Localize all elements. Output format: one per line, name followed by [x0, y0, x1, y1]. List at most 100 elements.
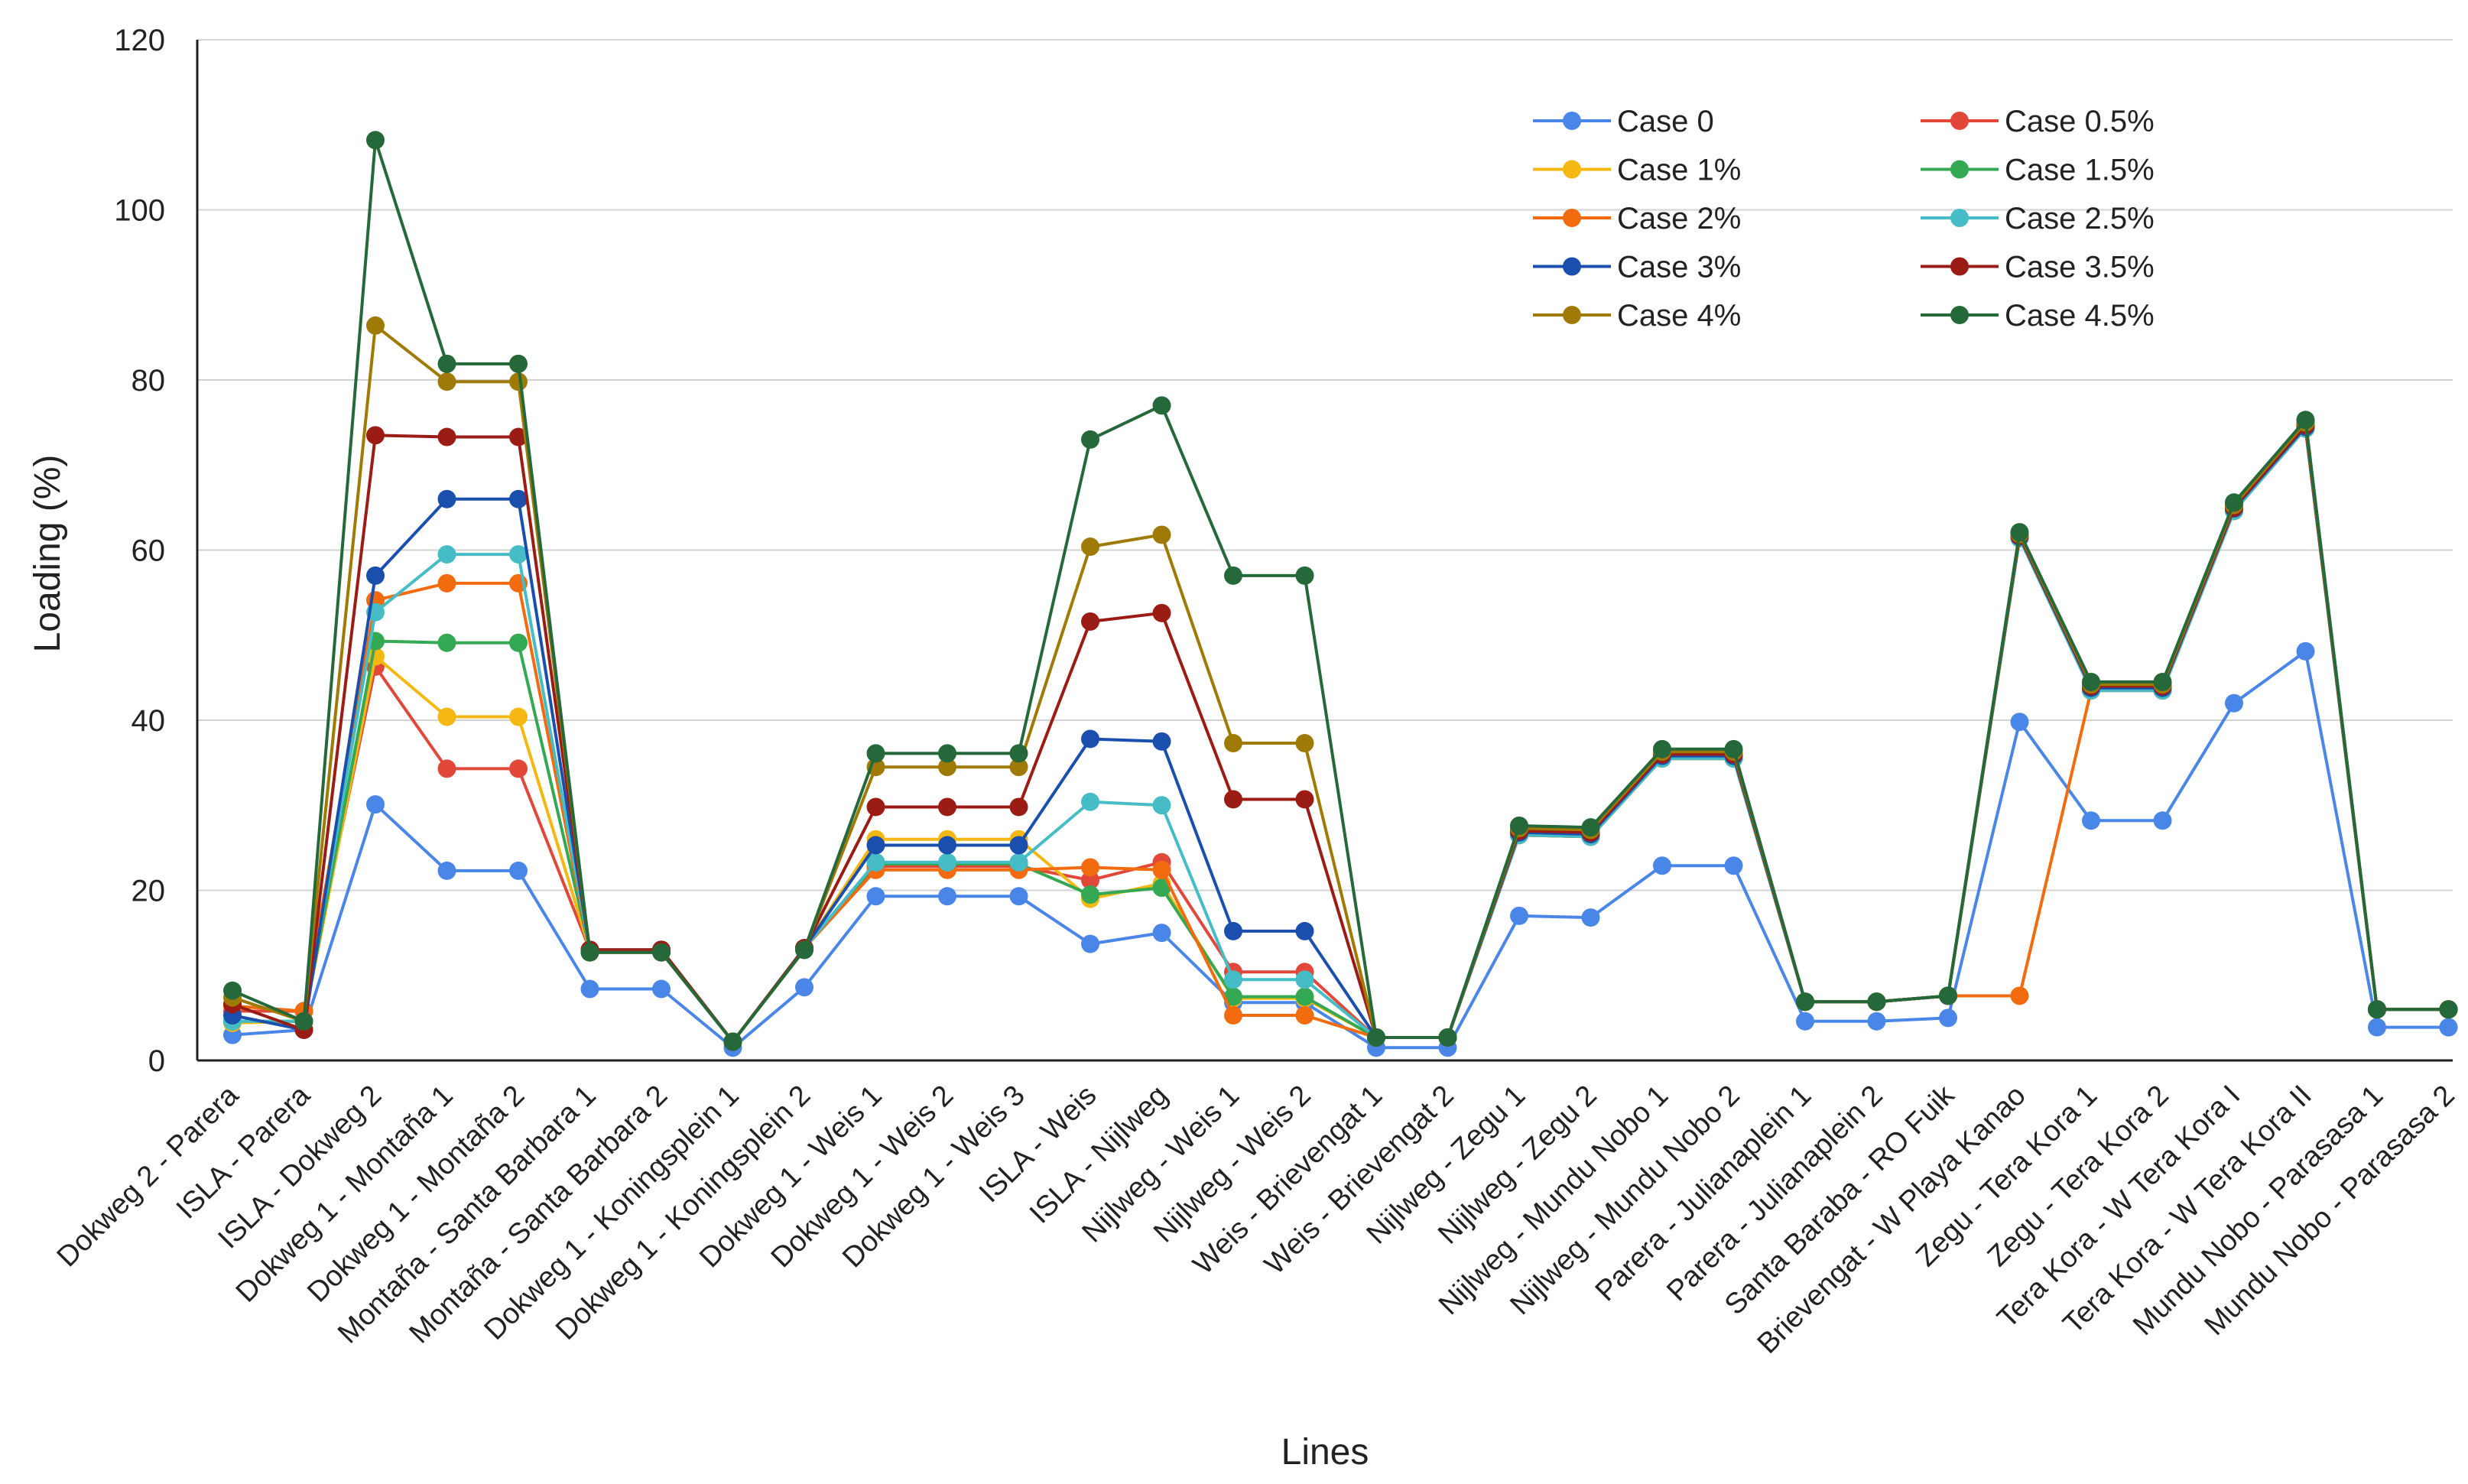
y-tick-label: 20: [132, 875, 166, 908]
data-point: [580, 979, 599, 999]
data-point: [1939, 986, 1957, 1005]
legend-item: Case 3.5%: [1921, 251, 2155, 284]
data-point: [652, 979, 671, 999]
data-point: [1081, 871, 1099, 890]
data-point: [1581, 818, 1600, 837]
data-point: [366, 316, 385, 335]
data-point: [1009, 758, 1028, 777]
data-point: [437, 707, 456, 726]
data-point: [1152, 878, 1171, 898]
data-point: [509, 861, 528, 880]
legend: Case 0 Case 0.5% Case 1% Case 1.5% Case 2% Ca…: [1533, 105, 2155, 333]
legend-label: Case 4%: [1617, 299, 1741, 333]
axes: [196, 40, 2453, 1062]
data-point: [223, 981, 242, 1000]
data-point: [509, 633, 528, 652]
data-point: [509, 489, 528, 508]
data-point: [1510, 816, 1528, 835]
series-9: [223, 131, 2458, 1051]
y-axis-title: Loading (%): [28, 455, 68, 653]
data-point: [1081, 612, 1099, 631]
data-point: [1081, 885, 1099, 904]
data-point: [2368, 1000, 2386, 1019]
data-point: [652, 943, 671, 962]
data-point: [1867, 1012, 1886, 1031]
data-point: [1724, 739, 1743, 758]
y-tick-label: 120: [114, 24, 165, 57]
data-point: [1796, 992, 1814, 1012]
data-point: [1224, 987, 1242, 1006]
data-point: [1081, 729, 1099, 748]
legend-swatch-marker: [1950, 306, 1969, 324]
data-point: [1224, 790, 1242, 809]
legend-swatch-marker: [1563, 112, 1581, 130]
legend-label: Case 1%: [1617, 154, 1741, 187]
data-point: [1224, 921, 1242, 940]
data-point: [866, 887, 885, 906]
y-tick-labels: 0 20 40 60 80 100 120: [114, 24, 165, 1078]
data-point: [938, 887, 956, 906]
legend-swatch-marker: [1950, 112, 1969, 130]
data-point: [1009, 887, 1028, 906]
data-point: [437, 545, 456, 564]
legend-item: Case 3%: [1533, 251, 1741, 284]
data-point: [1939, 1008, 1957, 1028]
data-point: [1724, 856, 1743, 875]
legend-item: Case 0.5%: [1921, 105, 2155, 138]
data-point: [2082, 811, 2100, 830]
data-point: [938, 758, 956, 777]
data-point: [1152, 525, 1171, 544]
data-point: [866, 836, 885, 855]
data-point: [938, 852, 956, 872]
data-point: [509, 545, 528, 564]
data-point: [509, 427, 528, 446]
data-point: [1224, 970, 1242, 989]
data-point: [294, 1012, 313, 1031]
y-tick-label: 60: [132, 534, 166, 568]
legend-item: Case 2%: [1533, 202, 1741, 235]
data-point: [795, 940, 813, 960]
data-point: [1009, 744, 1028, 763]
data-point: [1081, 858, 1099, 877]
legend-item: Case 2.5%: [1921, 202, 2155, 235]
data-point: [1295, 970, 1314, 989]
legend-swatch-marker: [1563, 209, 1581, 227]
data-point: [1152, 924, 1171, 943]
data-point: [1081, 430, 1099, 449]
data-point: [1295, 921, 1314, 940]
data-point: [2010, 713, 2029, 732]
data-point: [509, 759, 528, 778]
data-point: [366, 131, 385, 150]
data-point: [1081, 792, 1099, 811]
data-point: [1152, 860, 1171, 879]
legend-swatch-marker: [1563, 306, 1581, 324]
data-point: [1152, 603, 1171, 622]
data-point: [723, 1032, 742, 1051]
data-point: [1438, 1028, 1457, 1047]
series-lines: [223, 131, 2458, 1057]
data-point: [509, 372, 528, 391]
legend-label: Case 2%: [1617, 202, 1741, 235]
gridlines: [197, 39, 2453, 891]
legend-label: Case 4.5%: [2005, 299, 2155, 333]
data-point: [580, 943, 599, 962]
data-point: [1009, 797, 1028, 817]
data-point: [437, 489, 456, 508]
data-point: [1152, 732, 1171, 751]
data-point: [938, 797, 956, 817]
series-7: [223, 415, 2458, 1051]
data-point: [2296, 641, 2315, 661]
data-point: [437, 861, 456, 880]
legend-label: Case 0.5%: [2005, 105, 2155, 138]
legend-label: Case 0: [1617, 105, 1714, 138]
data-point: [1081, 537, 1099, 557]
data-point: [437, 354, 456, 373]
data-point: [866, 797, 885, 817]
data-point: [437, 372, 456, 391]
data-point: [866, 744, 885, 763]
data-point: [437, 633, 456, 652]
y-tick-label: 0: [148, 1044, 165, 1078]
data-point: [2153, 672, 2172, 691]
data-point: [1295, 1006, 1314, 1025]
